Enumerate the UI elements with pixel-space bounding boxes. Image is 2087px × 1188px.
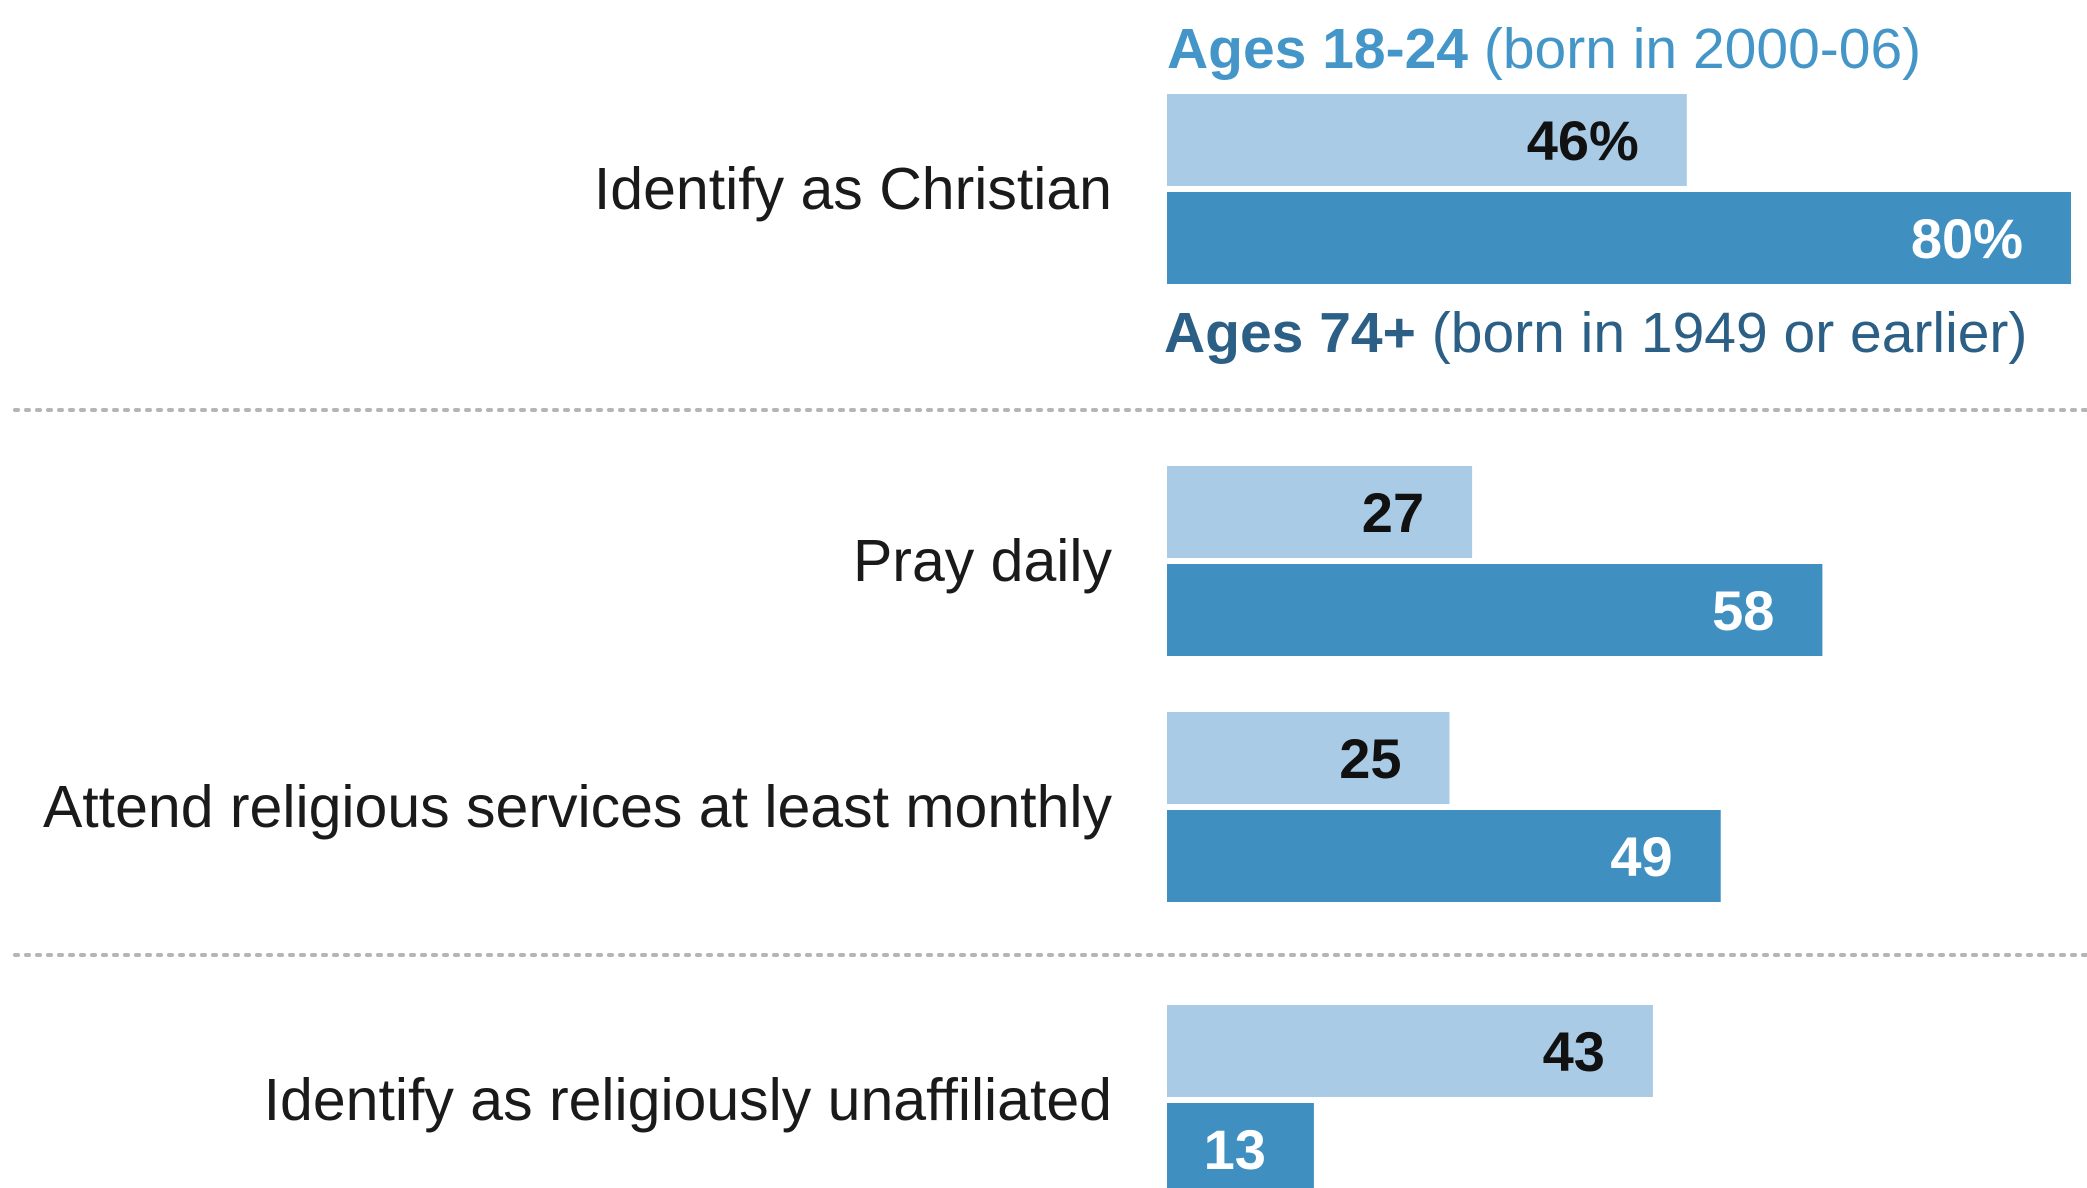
bar-unaffiliated-old: [1167, 1103, 1314, 1188]
bar-identify-christian-young: [1167, 94, 1687, 186]
data-label-unaffiliated-old: 13: [1204, 1118, 1266, 1181]
category-labels: Identify as Christian Pray daily Attend re…: [43, 156, 1113, 1133]
bar-pray-daily-young: [1167, 466, 1473, 558]
data-label-pray-daily-young: 27: [1362, 481, 1424, 544]
bar-pray-daily-old: [1167, 564, 1823, 656]
series-label-young-name: Ages 18-24: [1167, 17, 1468, 81]
data-label-attend-services-young: 25: [1339, 727, 1401, 790]
series-label-old-note: (born in 1949 or earlier): [1432, 301, 2028, 365]
series-label-old: Ages 74+ (born in 1949 or earlier): [1164, 301, 2027, 365]
data-label-attend-services-old: 49: [1610, 825, 1672, 888]
category-label-pray-daily: Pray daily: [853, 528, 1113, 594]
category-label-identify-christian: Identify as Christian: [594, 156, 1112, 222]
data-label-pray-daily-old: 58: [1712, 579, 1774, 642]
group-separators: [13, 408, 2087, 957]
data-label-unaffiliated-young: 43: [1543, 1020, 1605, 1083]
bar-identify-christian-old: [1167, 192, 2071, 284]
series-labels: Ages 18-24 (born in 2000-06) Ages 74+ (b…: [1164, 17, 2027, 365]
category-label-attend-services: Attend religious services at least month…: [43, 774, 1113, 840]
series-label-old-name: Ages 74+: [1164, 301, 1416, 365]
bar-unaffiliated-young: [1167, 1005, 1653, 1097]
data-label-identify-christian-old: 80%: [1911, 207, 2023, 270]
bar-attend-services-young: [1167, 712, 1450, 804]
data-label-identify-christian-young: 46%: [1527, 109, 1639, 172]
series-label-young-note: (born in 2000-06): [1484, 17, 1921, 81]
data-labels: 46% 80% 27 58 25 49 43 13: [1204, 109, 2023, 1181]
bar-attend-services-old: [1167, 810, 1721, 902]
bars: [1167, 94, 2071, 1188]
series-label-young: Ages 18-24 (born in 2000-06): [1167, 17, 1921, 81]
category-label-unaffiliated: Identify as religiously unaffiliated: [264, 1067, 1112, 1133]
